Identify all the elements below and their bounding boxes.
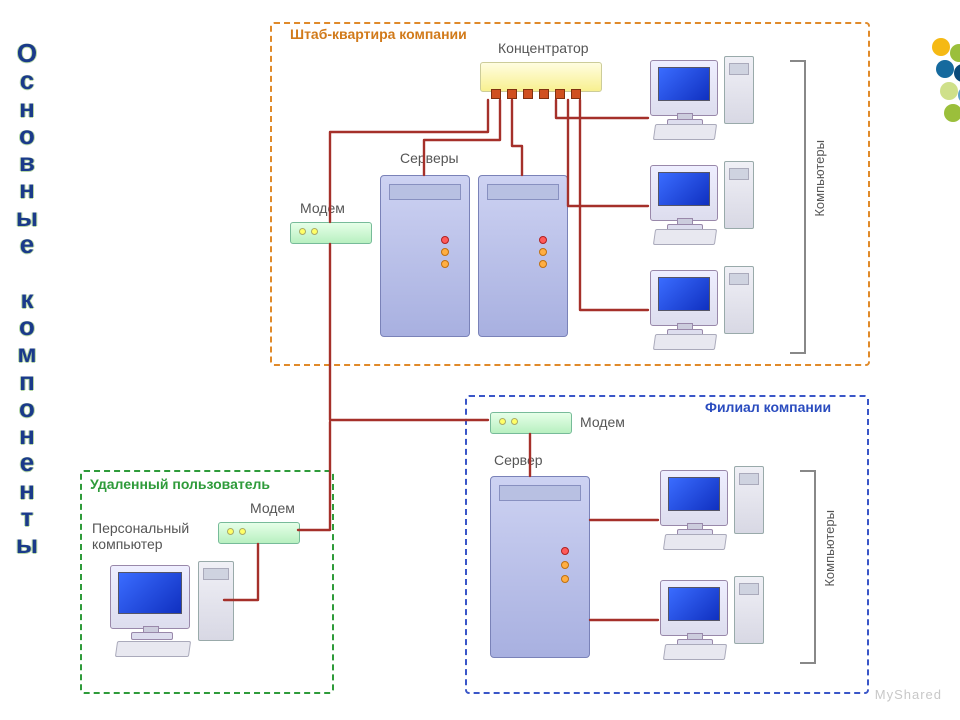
- watermark: MyShared: [875, 687, 942, 702]
- hub-label: Концентратор: [498, 40, 589, 56]
- side-title: Основные компоненты: [8, 40, 46, 559]
- servers-label: Серверы: [400, 150, 459, 166]
- region-branch-title: Филиал компании: [705, 399, 831, 415]
- branch-computers-label: Компьютеры: [822, 510, 837, 587]
- hq-pc-1: [650, 60, 718, 116]
- server-hq-2: [478, 175, 568, 337]
- hq-pc-2: [650, 165, 718, 221]
- remote-modem: [218, 522, 300, 544]
- branch-pc-2: [660, 580, 728, 636]
- remote-modem-label: Модем: [250, 500, 295, 516]
- server-hq-1: [380, 175, 470, 337]
- hq-bracket: [790, 60, 806, 354]
- remote-pc-label: Персональный компьютер: [92, 520, 222, 552]
- region-remote-title: Удаленный пользователь: [90, 476, 270, 492]
- branch-bracket: [800, 470, 816, 664]
- branch-server-label: Сервер: [494, 452, 543, 468]
- branch-modem-label: Модем: [580, 414, 625, 430]
- branch-server: [490, 476, 590, 658]
- hq-modem-label: Модем: [300, 200, 345, 216]
- diagram-root: { "title_vertical": "Основные компоненты…: [0, 0, 960, 720]
- hq-computers-label: Компьютеры: [812, 140, 827, 217]
- branch-modem: [490, 412, 572, 434]
- hq-pc-3: [650, 270, 718, 326]
- region-hq-title: Штаб-квартира компании: [290, 26, 467, 42]
- remote-pc: [110, 565, 190, 629]
- hq-modem: [290, 222, 372, 244]
- branch-pc-1: [660, 470, 728, 526]
- hub-device: [480, 62, 602, 92]
